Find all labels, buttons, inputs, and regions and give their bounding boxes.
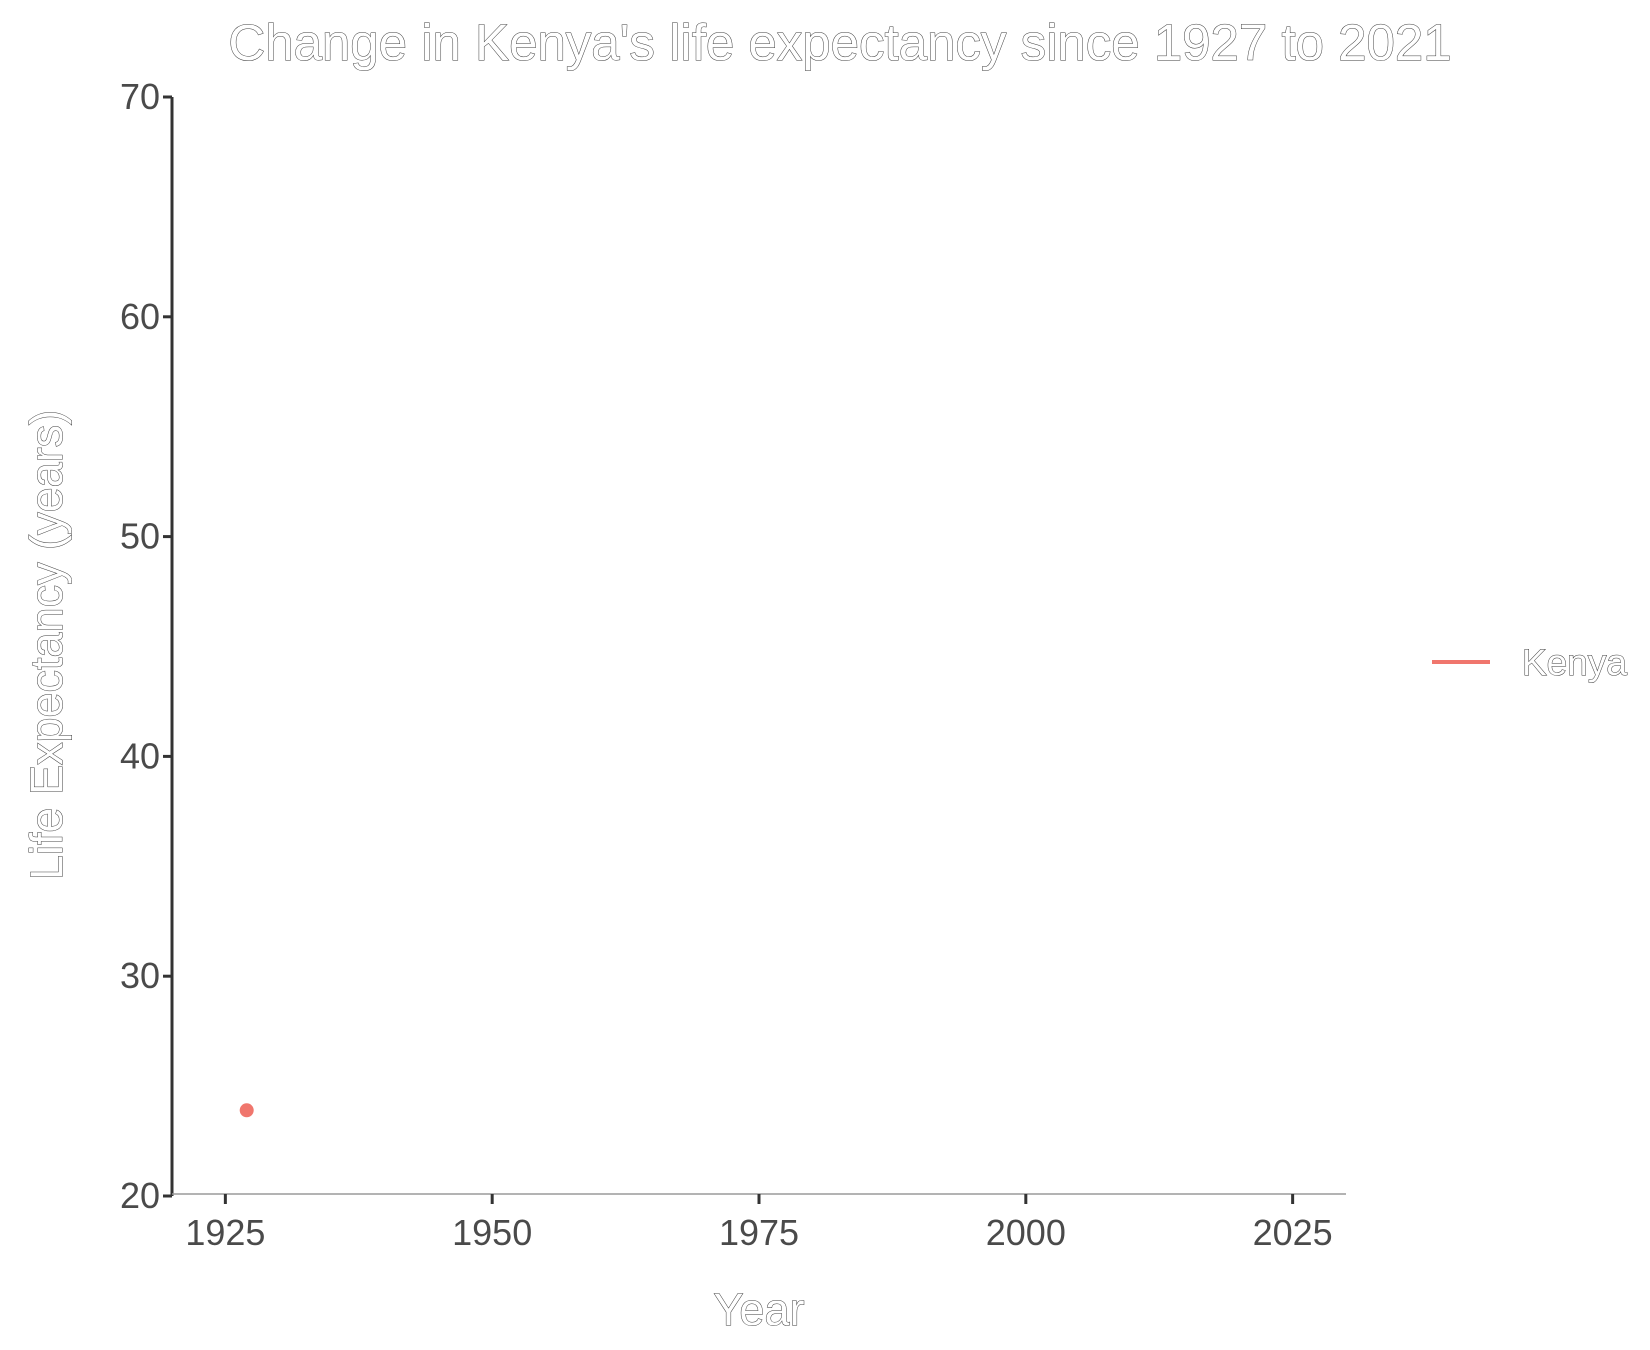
y-tick-label: 40 (120, 735, 160, 776)
plot-marks (239, 1103, 254, 1118)
x-axis-label: Year (714, 1284, 805, 1335)
y-axis-label: Life Expectancy (years) (21, 410, 72, 880)
y-tick-label: 20 (120, 1175, 160, 1216)
x-tick-label: 1975 (719, 1212, 799, 1253)
chart-title: Change in Kenya's life expectancy since … (228, 14, 1451, 71)
y-tick-label: 30 (120, 955, 160, 996)
legend: Kenya (1432, 642, 1628, 684)
x-tick-label: 1925 (185, 1212, 265, 1253)
y-tick-label: 50 (120, 516, 160, 557)
x-tick-label: 2000 (986, 1212, 1066, 1253)
y-tick-label: 70 (120, 76, 160, 117)
x-tick-label: 2025 (1253, 1212, 1333, 1253)
x-ticks: 1925 1950 1975 2000 2025 (185, 1194, 1333, 1253)
legend-label: Kenya (1522, 642, 1627, 683)
data-point (239, 1103, 254, 1118)
y-ticks: 20 30 40 50 60 70 (120, 76, 172, 1216)
y-tick-label: 60 (120, 296, 160, 337)
x-tick-label: 1950 (452, 1212, 532, 1253)
